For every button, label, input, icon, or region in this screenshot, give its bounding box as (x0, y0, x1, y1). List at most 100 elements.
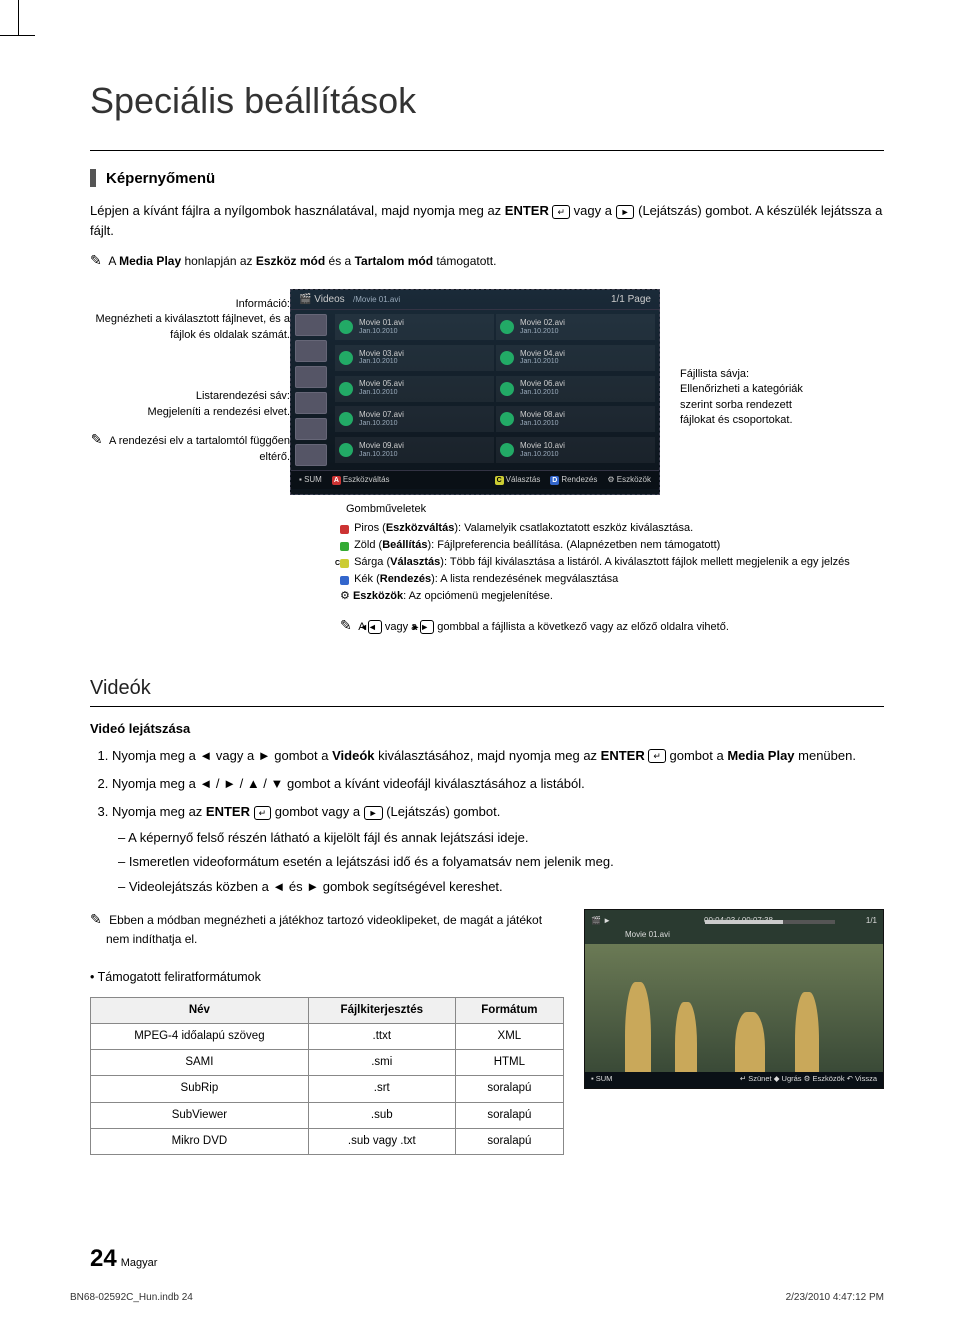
intro-text: Lépjen a kívánt fájlra a nyílgombok hasz… (90, 203, 505, 218)
table-cell: HTML (455, 1050, 563, 1076)
play-icon: ► (364, 806, 383, 820)
playback-footer-keys: ↵ Szünet ◆ Ugrás ⚙ Eszközök ↶ Vissza (740, 1074, 877, 1086)
table-row: Mikro DVD.sub vagy .txtsoralapú (91, 1128, 564, 1154)
file-cell: Movie 07.aviJan.10.2010 (335, 406, 494, 432)
reel-icon: 🎬 (299, 294, 311, 305)
table-header: Fájlkiterjesztés (308, 997, 455, 1023)
file-grid: Movie 01.aviJan.10.2010Movie 02.aviJan.1… (331, 310, 659, 470)
playing-filename: Movie 01.avi (625, 930, 670, 939)
table-cell: SubViewer (91, 1102, 309, 1128)
table-cell: soralapú (455, 1102, 563, 1128)
key-d: DRendezés (550, 475, 597, 485)
video-playback-heading: Videó lejátszása (90, 721, 884, 736)
subtitle-formats-bullet: Támogatott feliratformátumok (90, 968, 564, 987)
table-cell: .ttxt (308, 1023, 455, 1049)
table-cell: .sub (308, 1102, 455, 1128)
forward-icon: ►► (420, 620, 434, 634)
table-row: MPEG-4 időalapú szöveg.ttxtXML (91, 1023, 564, 1049)
videos-heading: Videók (90, 677, 884, 700)
mode-note: ✎ Ebben a módban megnézheti a játékhoz t… (90, 909, 564, 948)
divider (90, 706, 884, 707)
step-3: Nyomja meg az ENTER ↵ gombot vagy a ► (L… (112, 802, 884, 897)
print-timestamp: 2/23/2010 4:47:12 PM (786, 1292, 884, 1303)
note-icon: ✎ (340, 617, 352, 633)
red-badge-icon: A (340, 525, 349, 534)
note-icon: ✎ (91, 431, 103, 447)
table-cell: XML (455, 1023, 563, 1049)
callout-information: Információ: Megnézheti a kiválasztott fá… (90, 297, 290, 343)
file-cell: Movie 08.aviJan.10.2010 (496, 406, 655, 432)
sum-label: ▪ SUM (591, 1074, 612, 1086)
playback-steps: Nyomja meg a ◄ vagy a ► gombot a Videók … (90, 746, 884, 897)
movie-icon (500, 351, 514, 365)
table-cell: SAMI (91, 1050, 309, 1076)
movie-icon (339, 412, 353, 426)
movie-icon (500, 412, 514, 426)
ss-page-indicator: 1/1 Page (611, 294, 651, 305)
progress-bar (705, 920, 835, 924)
table-cell: SubRip (91, 1076, 309, 1102)
sort-thumbnails (291, 310, 331, 470)
movie-icon (339, 320, 353, 334)
button-operations: Gombműveletek A Piros (Eszközváltás): Va… (340, 501, 884, 637)
ss-footer-bar: ▪ SUM AEszközváltás CVálasztás DRendezés… (291, 470, 659, 489)
green-badge-icon: B (340, 542, 349, 551)
enter-icon: ↵ (254, 806, 272, 820)
intro-paragraph: Lépjen a kívánt fájlra a nyílgombok hasz… (90, 201, 884, 240)
table-cell: soralapú (455, 1076, 563, 1102)
step3-note: A képernyő felső részén látható a kijelö… (118, 828, 884, 848)
print-mark: BN68-02592C_Hun.indb 24 2/23/2010 4:47:1… (70, 1292, 884, 1303)
blue-badge-icon: D (340, 576, 349, 585)
key-a: AEszközváltás (332, 475, 390, 485)
file-cell: Movie 03.aviJan.10.2010 (335, 345, 494, 371)
table-cell: .srt (308, 1076, 455, 1102)
media-play-note: ✎ A Media Play honlapján az Eszköz mód é… (90, 252, 884, 269)
step-1: Nyomja meg a ◄ vagy a ► gombot a Videók … (112, 746, 884, 766)
playback-screenshot: 🎬 ► 00:04:03 / 00:07:38 1/1 Movie 01.avi… (584, 909, 884, 1089)
table-cell: .sub vagy .txt (308, 1128, 455, 1154)
table-cell: .smi (308, 1050, 455, 1076)
section-bar-icon (90, 169, 96, 187)
yellow-badge-icon: C (340, 559, 349, 568)
callout-filelist-bar: Fájllista sávja: Ellenőrizheti a kategór… (660, 289, 820, 495)
subtitle-formats-table: Név Fájlkiterjesztés Formátum MPEG-4 idő… (90, 997, 564, 1156)
movie-icon (500, 443, 514, 457)
file-cell: Movie 02.aviJan.10.2010 (496, 314, 655, 340)
table-row: SubViewer.subsoralapú (91, 1102, 564, 1128)
note-icon: ✎ (90, 911, 102, 927)
play-icon: ► (616, 205, 635, 219)
print-file: BN68-02592C_Hun.indb 24 (70, 1292, 193, 1303)
step3-note: Videolejátszás közben a ◄ és ► gombok se… (118, 877, 884, 897)
table-header: Név (91, 997, 309, 1023)
table-cell: soralapú (455, 1128, 563, 1154)
callout-sort-bar: Listarendezési sáv: Megjeleníti a rendez… (90, 389, 290, 420)
page-footer: 24 Magyar (90, 1245, 884, 1273)
table-cell: MPEG-4 időalapú szöveg (91, 1023, 309, 1049)
step-2: Nyomja meg a ◄ / ► / ▲ / ▼ gombot a kívá… (112, 774, 884, 794)
file-cell: Movie 09.aviJan.10.2010 (335, 437, 494, 463)
table-header: Formátum (455, 997, 563, 1023)
movie-icon (339, 443, 353, 457)
rewind-icon: ◄◄ (368, 620, 382, 634)
media-play-screenshot: 🎬 Videos /Movie 01.avi 1/1 Page Movie 01… (290, 289, 660, 495)
enter-icon: ↵ (552, 205, 570, 219)
reel-icon: 🎬 ► (591, 916, 611, 925)
tools-label: ⚙ Eszközök (607, 475, 651, 485)
enter-label: ENTER (505, 203, 549, 218)
note-icon: ✎ (90, 252, 102, 268)
table-row: SAMI.smiHTML (91, 1050, 564, 1076)
movie-icon (339, 351, 353, 365)
section-heading: Képernyőmenü (106, 170, 215, 187)
key-c: CVálasztás (495, 475, 541, 485)
tools-icon: ⚙ (340, 590, 350, 602)
movie-icon (500, 320, 514, 334)
movie-icon (500, 382, 514, 396)
intro-text: vagy a (574, 203, 616, 218)
video-scene (585, 944, 883, 1072)
enter-icon: ↵ (648, 749, 666, 763)
sum-label: ▪ SUM (299, 475, 322, 485)
page-number: 24 (90, 1245, 117, 1272)
divider (90, 150, 884, 151)
page-lang: Magyar (121, 1257, 158, 1269)
index-indicator: 1/1 (866, 916, 877, 925)
